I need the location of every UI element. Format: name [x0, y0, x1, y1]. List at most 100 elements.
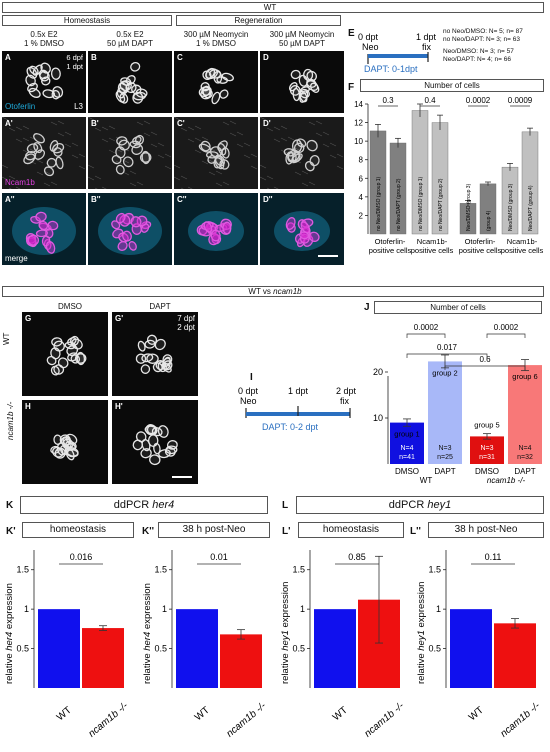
- f-y-tick-label: 14: [354, 100, 363, 109]
- tissue-fiber: [136, 121, 144, 126]
- f-xlabel: positive cells: [501, 246, 544, 255]
- ncam-cluster-cell: [115, 164, 125, 175]
- tissue-fiber: [174, 117, 181, 121]
- tissue-fiber: [322, 143, 330, 148]
- j-x-label: DMSO: [475, 467, 499, 476]
- dd-x-wt: WT: [55, 705, 74, 723]
- background-tissue: [260, 117, 344, 189]
- merge-cluster-cell: [130, 216, 142, 228]
- micro-panel-2-4: D': [260, 117, 344, 189]
- j-pvalue: 0.0002: [414, 323, 439, 332]
- f-xlabel: Otoferlin-: [465, 237, 496, 246]
- merge-cluster-cell: [300, 221, 311, 234]
- tissue-fiber: [236, 143, 244, 148]
- tissue-fiber: [180, 127, 188, 132]
- mid-image: [132, 424, 178, 466]
- tissue-fiber: [143, 132, 151, 137]
- hair-cell-cluster-cell: [202, 70, 212, 81]
- f-title: Number of cells: [424, 81, 480, 90]
- ncam-cluster-cell: [283, 148, 296, 157]
- merge-cluster-cell: [112, 228, 124, 239]
- ncam-cluster-cell: [207, 155, 217, 164]
- tissue-fiber: [266, 175, 274, 180]
- j-N-label: N=3: [480, 445, 493, 452]
- hair-cell-cluster-cell: [306, 78, 317, 88]
- tissue-fiber: [71, 142, 79, 147]
- hair-cell-cluster: [198, 67, 234, 105]
- tissue-fiber: [260, 176, 267, 181]
- ncam-cluster-cell: [43, 166, 55, 177]
- f-xlabel: positive cells: [369, 246, 412, 255]
- tissue-fiber: [43, 182, 51, 187]
- merge-cluster-cell: [35, 229, 48, 238]
- ncam-cluster: [111, 134, 152, 175]
- tissue-fiber: [71, 154, 79, 159]
- mid-cluster-cell: [153, 442, 161, 455]
- age-label: 6 dpf: [66, 53, 83, 62]
- panel-e-label: E: [348, 28, 355, 39]
- tissue-fiber: [22, 137, 30, 142]
- micro-image: [288, 68, 320, 103]
- ncam-cluster-cell: [214, 154, 225, 167]
- tissue-fiber: [150, 143, 158, 148]
- tissue-fiber: [15, 186, 21, 189]
- ncam-cluster-cell: [296, 138, 307, 148]
- l1-sub: homeostasis: [322, 524, 380, 535]
- j-title: Number of cells: [430, 303, 486, 312]
- dd-bar: [176, 609, 218, 688]
- tissue-fiber: [143, 120, 151, 125]
- f-bar-label: no Neo/DMSO (group 1): [376, 176, 382, 231]
- col-header-2: 0.5x E2 50 µM DAPT: [107, 30, 153, 48]
- tissue-fiber: [8, 187, 12, 189]
- j-bracket: [406, 333, 446, 338]
- j-N-label: N=3: [438, 445, 451, 452]
- i-dapt: DAPT: 0-2 dpt: [262, 422, 319, 432]
- tissue-fiber: [273, 186, 279, 189]
- mid-header-box: [2, 286, 544, 297]
- merge-cluster-cell: [203, 221, 213, 233]
- hair-cell-cluster-cell: [119, 80, 132, 92]
- tissue-fiber: [243, 154, 251, 159]
- f-y-tick-label: 4: [359, 193, 364, 202]
- homeostasis-label: Homeostasis: [63, 16, 111, 25]
- j-bar: [508, 365, 542, 464]
- j-pvalue: 0.017: [437, 343, 458, 352]
- e-group-list: no Neo/DMSO: N= 5; n= 87 no Neo/DAPT: N=…: [443, 28, 523, 63]
- micro-image: [2, 117, 86, 189]
- ncam-label: Ncam1b: [5, 178, 35, 187]
- tissue-fiber: [287, 148, 295, 153]
- hair-cell-cluster-cell: [133, 91, 147, 101]
- tissue-fiber: [208, 171, 216, 176]
- mid-panel-g2: G' 7 dpf 2 dpt: [112, 312, 198, 396]
- merge-background: [2, 193, 86, 265]
- mid-cluster-cell: [144, 339, 156, 349]
- f-bar-label: no Neo/DAPT (group 2): [438, 178, 444, 231]
- e-dapt: DAPT: 0-1dpt: [364, 64, 418, 74]
- micro-image: [260, 193, 344, 265]
- mid-row-mut: ncam1b -/-: [6, 401, 15, 440]
- i-two: 2 dpt: [336, 386, 357, 396]
- mid-cluster: [135, 334, 173, 374]
- tissue-fiber: [88, 117, 95, 121]
- ncam-cluster-cell: [304, 161, 315, 172]
- mid-cluster-cell: [71, 338, 83, 350]
- j-bar: [428, 361, 462, 464]
- f-pvalue: 0.4: [424, 96, 436, 105]
- tissue-fiber: [22, 125, 30, 130]
- j-x-label: DAPT: [434, 467, 455, 476]
- hair-cell-cluster: [288, 68, 320, 103]
- hair-cell-cluster-cell: [32, 64, 43, 76]
- e-group-4: Neo/DAPT: N= 4; n= 66: [443, 55, 511, 63]
- dd-y-label: relative her4 expression: [4, 583, 15, 684]
- dd-x-wt: WT: [331, 705, 350, 723]
- j-bar: [470, 436, 504, 464]
- dd-y-tick-label: 1.5: [428, 565, 441, 575]
- ncam-cluster-cell: [23, 153, 36, 165]
- mid-age: 7 dpf: [177, 314, 195, 323]
- mid-cluster-cell: [157, 425, 169, 438]
- scale-bar: [318, 255, 338, 257]
- tissue-fiber: [36, 159, 44, 164]
- tissue-fiber: [15, 138, 23, 143]
- tissue-fiber: [157, 154, 165, 159]
